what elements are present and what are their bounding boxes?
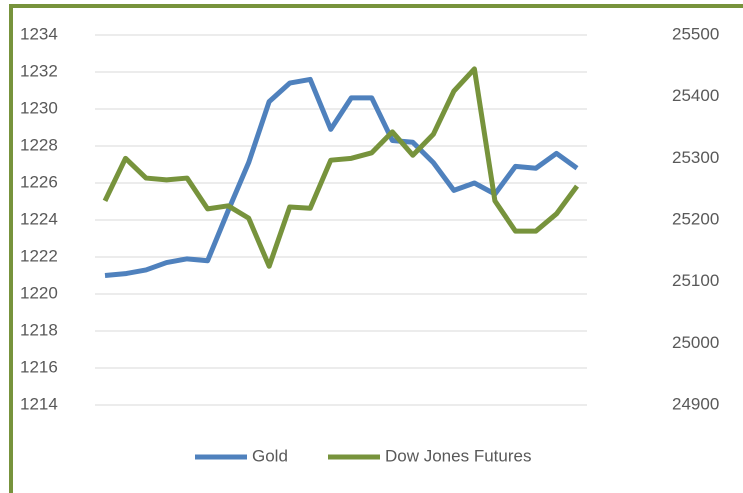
- y-tick-label: 1226: [20, 172, 58, 191]
- legend-label: Gold: [252, 446, 288, 465]
- y2-tick-label: 25400: [672, 86, 719, 105]
- y-tick-label: 1216: [20, 357, 58, 376]
- y-tick-label: 1234: [20, 24, 58, 43]
- y-tick-label: 1224: [20, 209, 58, 228]
- y2-tick-label: 24900: [672, 394, 719, 413]
- y2-tick-label: 25300: [672, 148, 719, 167]
- y-tick-label: 1214: [20, 394, 58, 413]
- y2-tick-label: 25100: [672, 271, 719, 290]
- y-tick-label: 1218: [20, 320, 58, 339]
- y-tick-label: 1222: [20, 246, 58, 265]
- frame: [9, 4, 743, 493]
- legend-label: Dow Jones Futures: [385, 446, 531, 465]
- line: [104, 76, 579, 278]
- y-tick-label: 1220: [20, 283, 58, 302]
- y2-tick-label: 25500: [672, 24, 719, 43]
- y2-tick-label: 25200: [672, 209, 719, 228]
- y-tick-label: 1232: [20, 61, 58, 80]
- line: [102, 66, 580, 269]
- y2-tick-label: 25000: [672, 333, 719, 352]
- y-tick-label: 1230: [20, 98, 58, 117]
- y-tick-label: 1228: [20, 135, 58, 154]
